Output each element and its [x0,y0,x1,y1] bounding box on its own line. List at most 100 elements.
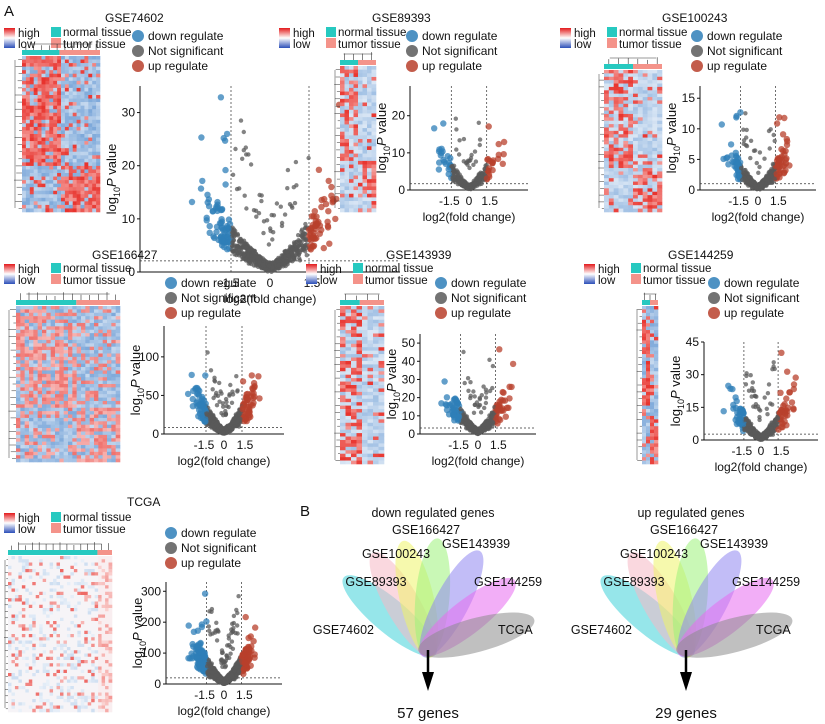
heatmap-cell [16,455,21,459]
heatmap-cell [362,135,368,140]
legend-normal-swatch [51,27,61,37]
heatmap-cell [33,194,38,199]
heatmap-cell [68,407,73,412]
heatmap-cell [37,208,42,213]
heatmap-cell [604,127,610,132]
legend-down-label: down regulate [422,29,498,43]
heatmap-cell [98,309,103,314]
heatmap-cell [68,336,73,341]
heatmap-cell [46,336,51,341]
point-up [239,378,247,385]
heatmap-cell [115,346,121,351]
heatmap-cell [37,80,42,85]
heatmap-cell [81,397,86,402]
heatmap-cell [33,438,38,442]
heatmap-cell [57,98,62,103]
point-ns [756,170,761,175]
heatmap-cell [362,164,368,169]
heatmap-cell [344,164,350,169]
heatmap-cell [64,190,70,195]
heatmap-cell [344,80,350,85]
heatmap-cell [37,350,43,354]
heatmap-cell [94,417,99,422]
heatmap-cell [367,168,372,173]
heatmap-cell [81,336,86,341]
heatmap-cell [637,208,643,213]
heatmap-cell [76,77,81,82]
heatmap-cell [102,363,108,368]
heatmap-cell [92,201,97,206]
heatmap-cell [45,134,50,138]
heatmap-cell [98,441,103,446]
heatmap-cell [68,63,73,67]
heatmap-cell [353,157,359,162]
heatmap-cell [61,187,66,192]
heatmap-cell [340,117,345,122]
heatmap-cell [89,377,95,381]
heatmap-cell [637,205,643,209]
heatmap-cell [608,73,614,78]
heatmap-cell [340,84,345,89]
heatmap-cell [92,126,97,131]
point-ns [467,165,472,171]
heatmap-cell [57,123,62,128]
heatmap-cell [76,197,81,202]
heatmap-cell [623,137,629,142]
heatmap-cell [37,187,42,192]
heatmap-cell [94,434,99,439]
heatmap-cell [72,208,77,213]
heatmap-cell [20,400,25,405]
heatmap-cell [68,102,73,106]
heatmap-cell [102,411,108,415]
heatmap-cell [22,98,27,103]
heatmap-cell [64,151,70,156]
heatmap-cell [46,424,51,429]
heatmap-cell [29,417,34,422]
row-dendrogram [598,73,604,209]
heatmap-cell [115,384,121,388]
heatmap-cell [45,126,50,131]
heatmap-cell [652,184,658,189]
heatmap-cell [63,397,69,402]
heatmap-cell [608,168,614,172]
heatmap-cell [358,139,363,143]
heatmap-cell [371,135,377,140]
heatmap-cell [652,178,658,182]
heatmap-cell [53,98,58,103]
heatmap-cell [22,95,27,99]
heatmap-cell [111,360,116,364]
heatmap-cell [107,326,112,331]
point-ns [257,254,263,260]
heatmap-cell [53,66,58,71]
heatmap-cell [608,130,614,135]
heatmap-cell [61,162,66,167]
heatmap-cell [72,73,77,78]
heatmap-cell [37,451,43,456]
heatmap-cell [80,56,85,60]
heatmap-cell [29,431,34,436]
heatmap-cell [59,346,64,351]
heatmap-cell [657,191,663,196]
heatmap-cell [72,377,77,381]
heatmap-cell [340,102,345,107]
heatmap-cell [22,73,27,78]
heatmap-cell [57,109,62,114]
heatmap-cell [45,204,50,209]
heatmap-cell [59,434,64,439]
heatmap-cell [89,397,95,402]
heatmap-cell [46,441,51,446]
heatmap-cell [68,339,73,344]
heatmap-cell [362,113,368,118]
heatmap-cell [22,208,27,213]
heatmap-cell [102,438,108,442]
heatmap-cell [652,100,658,105]
heatmap-cell [63,458,69,463]
legend-tumor-label: tumor tissue [619,39,682,51]
point-down [198,134,205,141]
heatmap-cell [68,80,73,85]
heatmap-cell [63,377,69,381]
heatmap-cell [72,397,77,402]
heatmap-cell [623,205,629,209]
heatmap-cell [37,309,43,314]
heatmap-cell [50,421,56,425]
